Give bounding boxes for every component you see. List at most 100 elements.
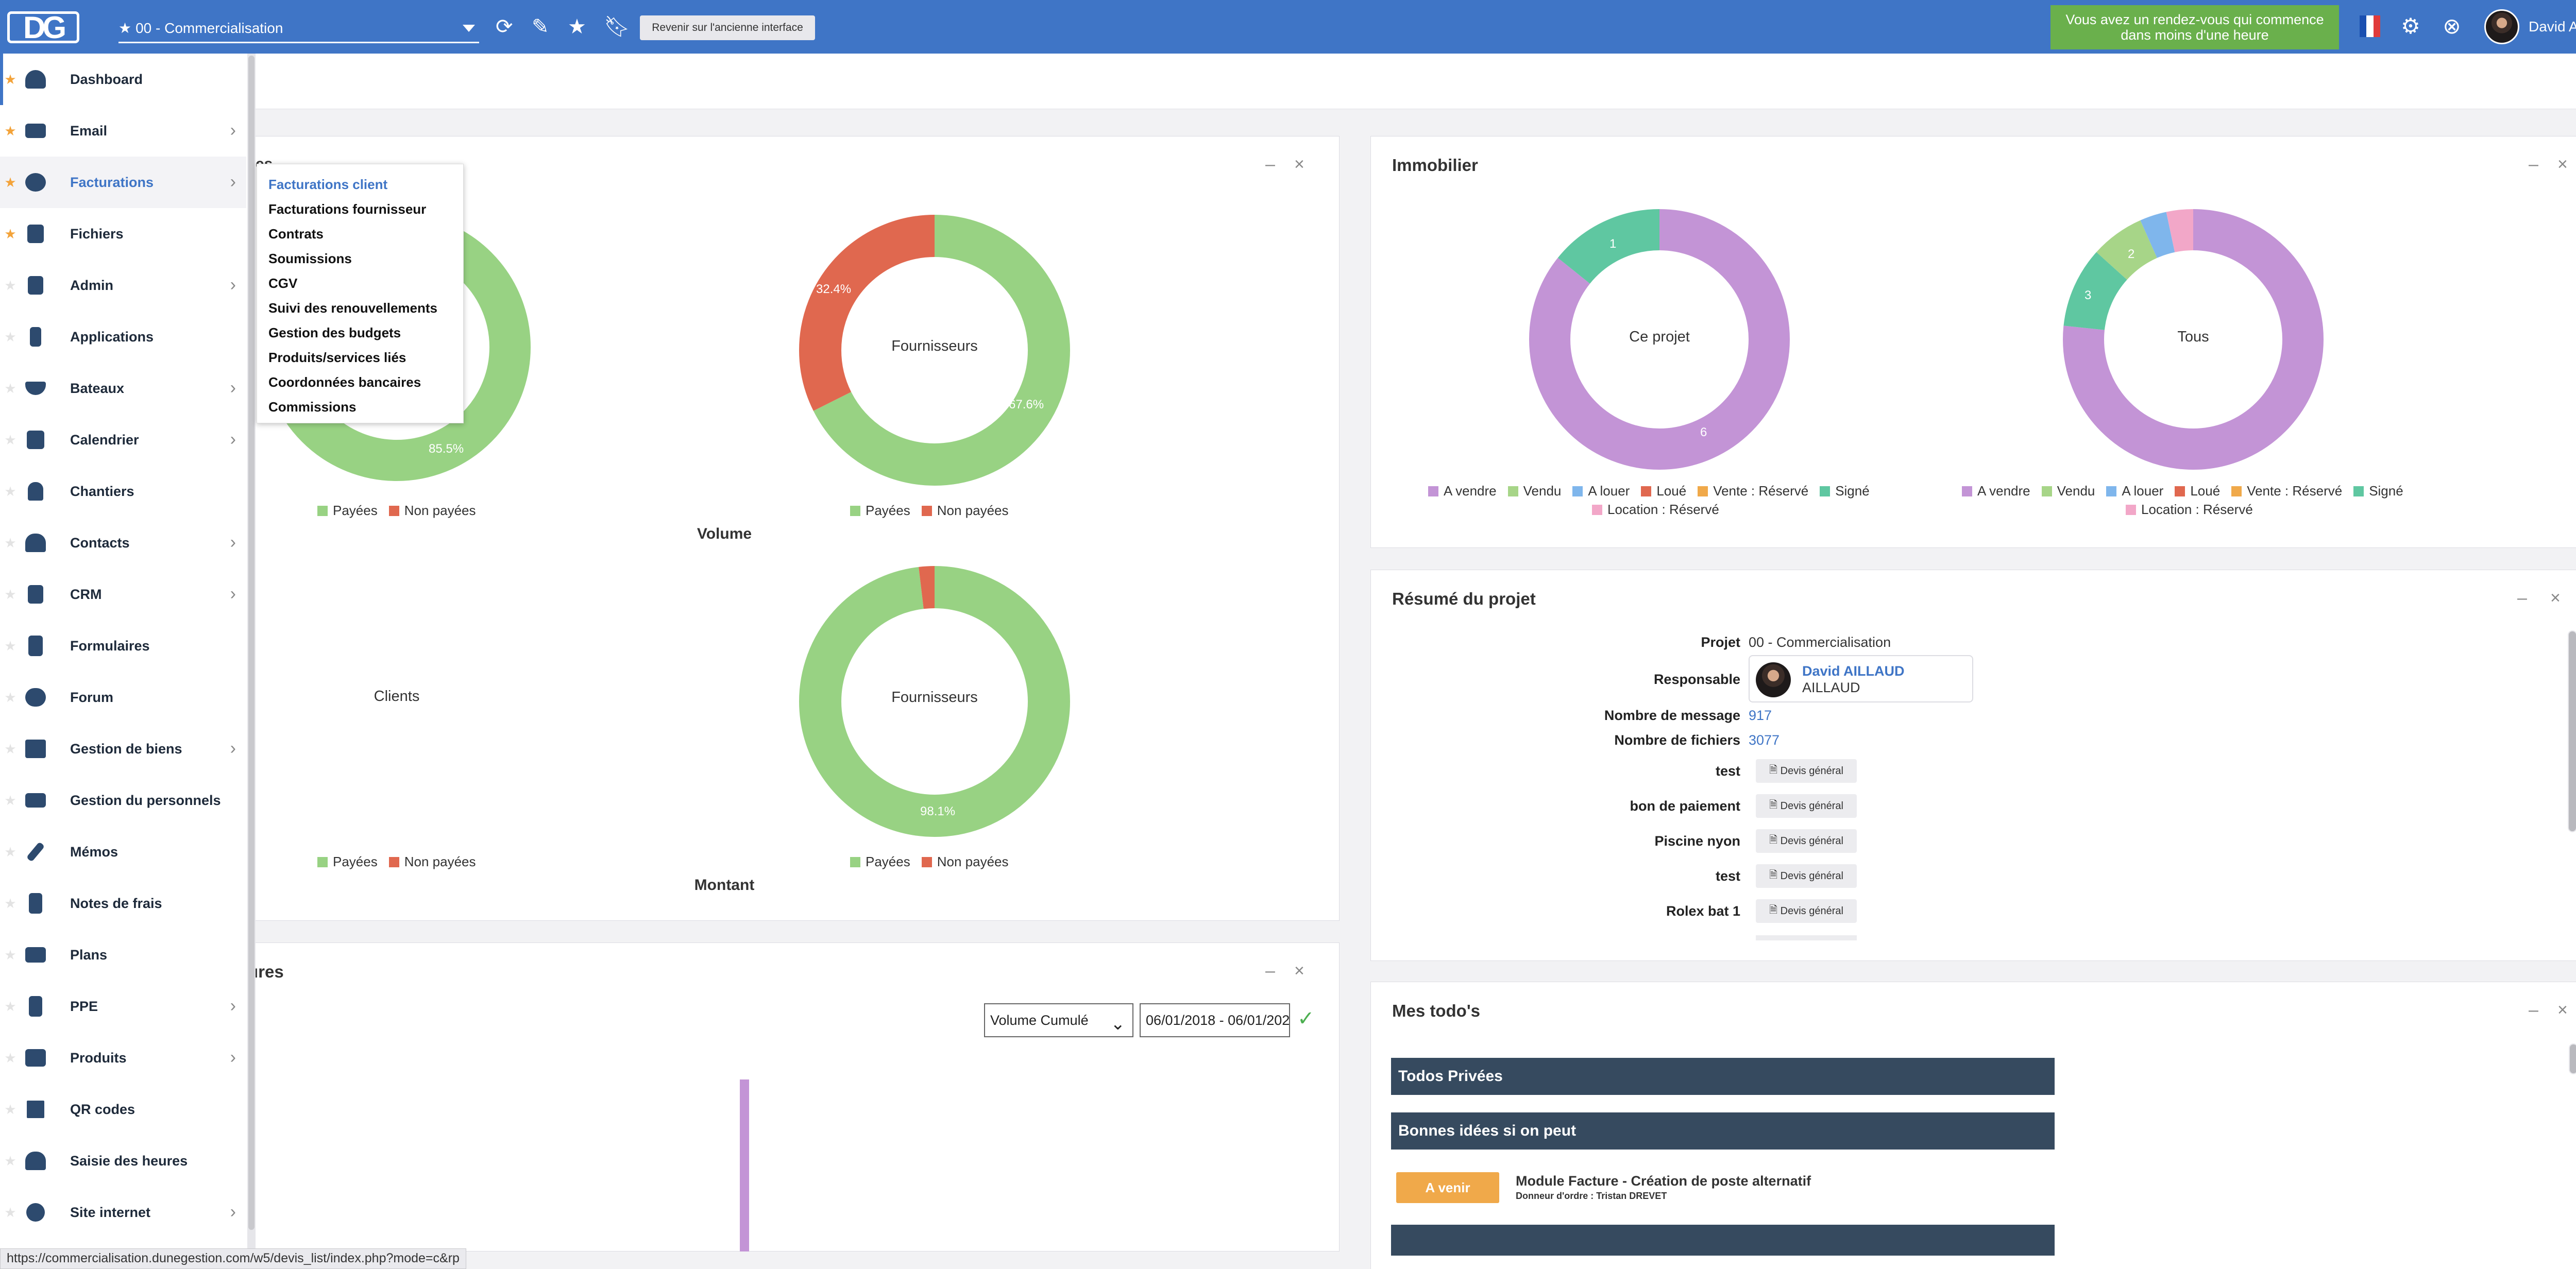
responsable-card[interactable]: David AILLAUD AILLAUD <box>1749 655 1973 702</box>
star-icon[interactable]: ★ <box>4 792 16 808</box>
devis-chip[interactable]: 🗎︎ Devis général <box>1756 794 1857 818</box>
appointment-notification[interactable]: Vous avez un rendez-vous qui commence da… <box>2050 5 2339 49</box>
sidebar-item-gestion-du-personnels[interactable]: ★ Gestion du personnels <box>0 775 246 826</box>
close-icon[interactable]: × <box>2550 588 2561 608</box>
sidebar-item-fichiers[interactable]: ★ Fichiers <box>0 208 246 260</box>
submenu-item-commissions[interactable]: Commissions <box>268 399 357 415</box>
sidebar-item-admin[interactable]: ★ Admin › <box>0 260 246 311</box>
sidebar-item-qr-codes[interactable]: ★ QR codes <box>0 1084 246 1135</box>
star-icon[interactable]: ★ <box>4 895 16 911</box>
star-icon[interactable]: ★ <box>4 329 16 345</box>
close-icon[interactable]: × <box>2557 1000 2568 1020</box>
star-icon[interactable]: ★ <box>4 483 16 499</box>
project-select[interactable]: ★ 00 - Commercialisation <box>118 14 479 43</box>
star-icon[interactable]: ★ <box>4 947 16 963</box>
star-icon[interactable]: ★ <box>4 432 16 448</box>
minimize-icon[interactable]: – <box>1265 961 1275 981</box>
close-icon[interactable]: × <box>1294 961 1304 981</box>
submenu-item-facturations-fournisseur[interactable]: Facturations fournisseur <box>268 201 427 217</box>
sidebar-item-chantiers[interactable]: ★ Chantiers <box>0 466 246 517</box>
minimize-icon[interactable]: – <box>2529 155 2538 174</box>
sidebar-item-calendrier[interactable]: ★ Calendrier › <box>0 414 246 466</box>
sidebar-scrollbar[interactable] <box>247 54 256 1254</box>
user-avatar[interactable] <box>2484 9 2519 44</box>
submenu-item-contrats[interactable]: Contrats <box>268 226 324 242</box>
sidebar-item-site-internet[interactable]: ★ Site internet › <box>0 1187 246 1238</box>
date-range-input[interactable]: 06/01/2018 - 06/01/2022 <box>1140 1003 1290 1037</box>
sidebar-item-ppe[interactable]: ★ PPE › <box>0 981 246 1032</box>
sidebar-item-plans[interactable]: ★ Plans <box>0 929 246 981</box>
star-icon[interactable]: ★ <box>4 998 16 1014</box>
todo-group-ideas[interactable]: Bonnes idées si on peut <box>1391 1112 2055 1150</box>
devis-chip[interactable]: 🗎︎ Devis général <box>1756 829 1857 853</box>
sidebar-item-formulaires[interactable]: ★ Formulaires <box>0 620 246 672</box>
minimize-icon[interactable]: – <box>2529 1000 2538 1020</box>
submenu-item-cgv[interactable]: CGV <box>268 276 298 291</box>
star-icon[interactable]: ★ <box>4 277 16 293</box>
french-flag-icon[interactable] <box>2360 15 2380 37</box>
pencil-icon[interactable]: ✎ <box>532 15 549 38</box>
chart-mode-select[interactable]: Volume Cumulé ⌄ <box>984 1003 1133 1037</box>
star-icon[interactable]: ★ <box>4 741 16 757</box>
sidebar-item-bateaux[interactable]: ★ Bateaux › <box>0 363 246 414</box>
sidebar-item-produits[interactable]: ★ Produits › <box>0 1032 246 1084</box>
sidebar-item-crm[interactable]: ★ CRM › <box>0 569 246 620</box>
sidebar-item-saisie-des-heures[interactable]: ★ Saisie des heures <box>0 1135 246 1187</box>
submenu-item-gestion-budgets[interactable]: Gestion des budgets <box>268 325 401 340</box>
star-icon[interactable]: ★ <box>568 15 586 38</box>
star-icon[interactable]: ★ <box>4 174 16 190</box>
star-icon[interactable]: ★ <box>4 1101 16 1117</box>
minimize-icon[interactable]: – <box>1265 155 1275 174</box>
submenu-item-facturations-client[interactable]: Facturations client <box>268 177 388 192</box>
sidebar-item-facturations[interactable]: ★ Facturations › <box>0 157 246 208</box>
messages-count-link[interactable]: 917 <box>1749 708 1772 723</box>
app-logo[interactable]: DG <box>7 10 79 45</box>
sidebar-item-forum[interactable]: ★ Forum <box>0 672 246 723</box>
gear-icon[interactable]: ⚙ <box>2401 14 2420 38</box>
check-icon[interactable]: ✓ <box>1297 1007 1315 1030</box>
scrollbar[interactable] <box>2568 630 2576 832</box>
todo-group-private[interactable]: Todos Privées <box>1391 1058 2055 1095</box>
legend: Payées Non payées <box>850 854 1009 870</box>
close-icon[interactable]: × <box>2557 155 2568 174</box>
star-icon[interactable]: ★ <box>4 586 16 602</box>
close-icon[interactable]: ⊗ <box>2443 14 2461 38</box>
star-icon[interactable]: ★ <box>4 689 16 705</box>
submenu-item-produits-services[interactable]: Produits/services liés <box>268 350 406 365</box>
star-icon[interactable]: ★ <box>4 226 16 242</box>
star-icon[interactable]: ★ <box>4 1153 16 1169</box>
star-icon[interactable]: ★ <box>4 844 16 860</box>
star-icon[interactable]: ★ <box>4 380 16 396</box>
submenu-item-suivi-renouvellements[interactable]: Suivi des renouvellements <box>268 300 438 316</box>
star-icon[interactable]: ★ <box>4 123 16 139</box>
refresh-icon[interactable]: ⟳ <box>496 15 513 38</box>
submenu-item-soumissions[interactable]: Soumissions <box>268 251 352 266</box>
star-icon[interactable]: ★ <box>4 535 16 551</box>
scrollbar[interactable] <box>2569 1043 2576 1074</box>
sidebar-item-applications[interactable]: ★ Applications <box>0 311 246 363</box>
close-icon[interactable]: × <box>1294 155 1304 174</box>
files-count-link[interactable]: 3077 <box>1749 732 1780 748</box>
envelope-icon <box>21 118 50 143</box>
star-icon[interactable]: ★ <box>4 71 16 87</box>
sidebar-item-memos[interactable]: ★ Mémos <box>0 826 246 878</box>
star-icon[interactable]: ★ <box>4 1050 16 1066</box>
old-interface-button[interactable]: Revenir sur l'ancienne interface <box>640 15 815 40</box>
star-icon[interactable]: ★ <box>4 638 16 654</box>
sidebar-item-gestion-de-biens[interactable]: ★ Gestion de biens › <box>0 723 246 775</box>
devis-chip[interactable]: 🗎︎ Devis général <box>1756 864 1857 888</box>
devis-chip[interactable]: 🗎︎ Devis général <box>1756 899 1857 923</box>
responsable-name[interactable]: David AILLAUD <box>1802 663 1905 679</box>
sidebar-item-contacts[interactable]: ★ Contacts › <box>0 517 246 569</box>
legend-item: A vendre <box>1962 483 2030 499</box>
sidebar-item-email[interactable]: ★ Email › <box>0 105 246 157</box>
todo-item-title[interactable]: Module Facture - Création de poste alter… <box>1516 1173 1811 1189</box>
user-name[interactable]: David AILLAUD <box>2529 19 2576 35</box>
devis-chip[interactable]: 🗎︎ Devis général <box>1756 759 1857 783</box>
sidebar-item-notes-de-frais[interactable]: ★ Notes de frais <box>0 878 246 929</box>
submenu-item-coordonnees-bancaires[interactable]: Coordonnées bancaires <box>268 374 421 390</box>
bookmark-icon[interactable]: 🔖︎ <box>604 15 630 38</box>
sidebar-item-dashboard[interactable]: ★ Dashboard <box>0 54 246 105</box>
star-icon[interactable]: ★ <box>4 1204 16 1220</box>
minimize-icon[interactable]: – <box>2517 588 2527 608</box>
